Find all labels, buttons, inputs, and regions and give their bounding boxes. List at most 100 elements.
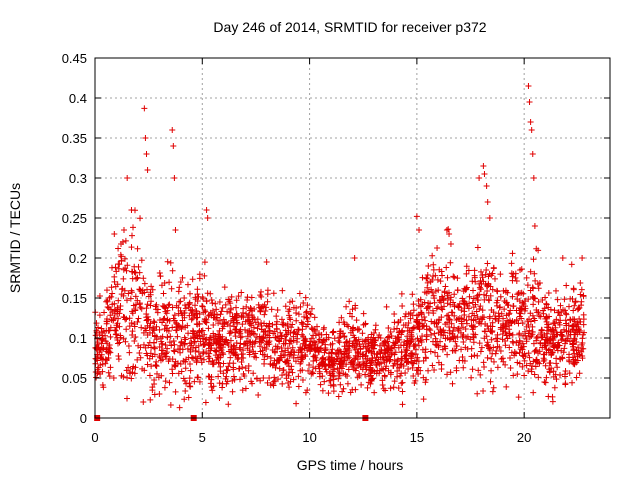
data-point — [445, 226, 452, 233]
data-point — [387, 371, 394, 378]
data-point — [463, 335, 470, 342]
data-point — [421, 314, 428, 321]
data-point — [271, 374, 278, 381]
data-point — [194, 286, 201, 293]
data-point — [543, 330, 550, 337]
data-point — [368, 357, 375, 364]
data-point — [278, 348, 285, 355]
data-point — [128, 375, 135, 382]
data-point — [242, 326, 249, 333]
data-point — [233, 297, 240, 304]
data-point — [131, 338, 138, 345]
data-point — [409, 325, 416, 332]
data-point — [156, 344, 163, 351]
data-point — [531, 315, 538, 322]
data-point — [217, 354, 224, 361]
data-point — [205, 325, 212, 332]
data-point — [132, 334, 139, 341]
data-point — [327, 364, 334, 371]
data-point — [391, 326, 398, 333]
data-point — [144, 167, 151, 173]
data-point — [119, 239, 126, 245]
data-point — [170, 315, 177, 322]
data-point — [335, 393, 342, 400]
data-point — [193, 359, 200, 366]
data-point — [130, 224, 137, 231]
data-point — [536, 348, 543, 355]
data-point — [104, 340, 111, 347]
data-point — [469, 310, 476, 317]
data-point — [509, 250, 516, 257]
data-point — [236, 365, 243, 372]
data-point — [194, 321, 201, 328]
data-point — [292, 358, 299, 365]
data-point — [99, 335, 106, 342]
data-point — [368, 349, 375, 356]
data-point — [486, 346, 493, 353]
data-point — [209, 357, 216, 364]
data-point — [451, 333, 458, 340]
data-point — [306, 342, 313, 349]
data-point — [530, 256, 537, 263]
data-point — [474, 244, 481, 251]
data-point — [197, 353, 204, 360]
data-point — [492, 315, 499, 322]
data-point — [134, 245, 141, 252]
data-point — [557, 302, 564, 309]
data-point — [273, 360, 280, 367]
data-point — [419, 274, 426, 281]
data-point — [579, 345, 586, 352]
data-point — [163, 310, 170, 317]
data-point — [431, 349, 438, 356]
data-point — [500, 315, 507, 322]
data-point — [412, 377, 419, 384]
data-point — [110, 317, 117, 324]
data-point — [171, 348, 178, 355]
data-point — [320, 326, 327, 333]
data-point — [192, 334, 199, 341]
data-point — [390, 384, 397, 391]
data-point — [157, 273, 164, 280]
data-point — [336, 372, 343, 379]
data-point — [217, 311, 224, 318]
data-point — [174, 333, 181, 340]
data-point — [209, 300, 216, 307]
data-point — [115, 265, 122, 272]
data-point — [336, 355, 343, 362]
data-point — [493, 347, 500, 354]
data-point — [359, 330, 366, 337]
plot-frame — [94, 57, 611, 419]
data-point — [132, 364, 139, 371]
data-point — [285, 329, 292, 336]
data-point — [242, 385, 249, 392]
data-point — [239, 321, 246, 328]
data-point — [219, 304, 226, 311]
data-point — [147, 396, 154, 403]
data-point — [344, 380, 351, 387]
data-point — [553, 360, 560, 367]
data-point — [194, 297, 201, 304]
data-point — [469, 326, 476, 333]
data-point — [525, 350, 532, 357]
data-point — [159, 319, 166, 326]
data-point — [422, 355, 429, 362]
data-point — [249, 339, 256, 346]
data-point — [198, 359, 205, 366]
data-point — [126, 315, 133, 322]
data-point — [503, 320, 510, 327]
data-point — [142, 135, 149, 141]
data-point — [301, 313, 308, 320]
data-point — [156, 391, 163, 397]
data-point — [233, 326, 240, 333]
data-point — [494, 297, 501, 304]
data-point — [481, 171, 488, 177]
data-point — [108, 284, 115, 291]
data-point — [392, 340, 399, 347]
data-point — [546, 346, 553, 353]
data-point — [509, 293, 516, 300]
data-point — [184, 322, 191, 329]
data-point — [470, 333, 477, 340]
data-point — [201, 272, 208, 279]
data-point — [469, 278, 476, 285]
data-point — [565, 332, 572, 339]
